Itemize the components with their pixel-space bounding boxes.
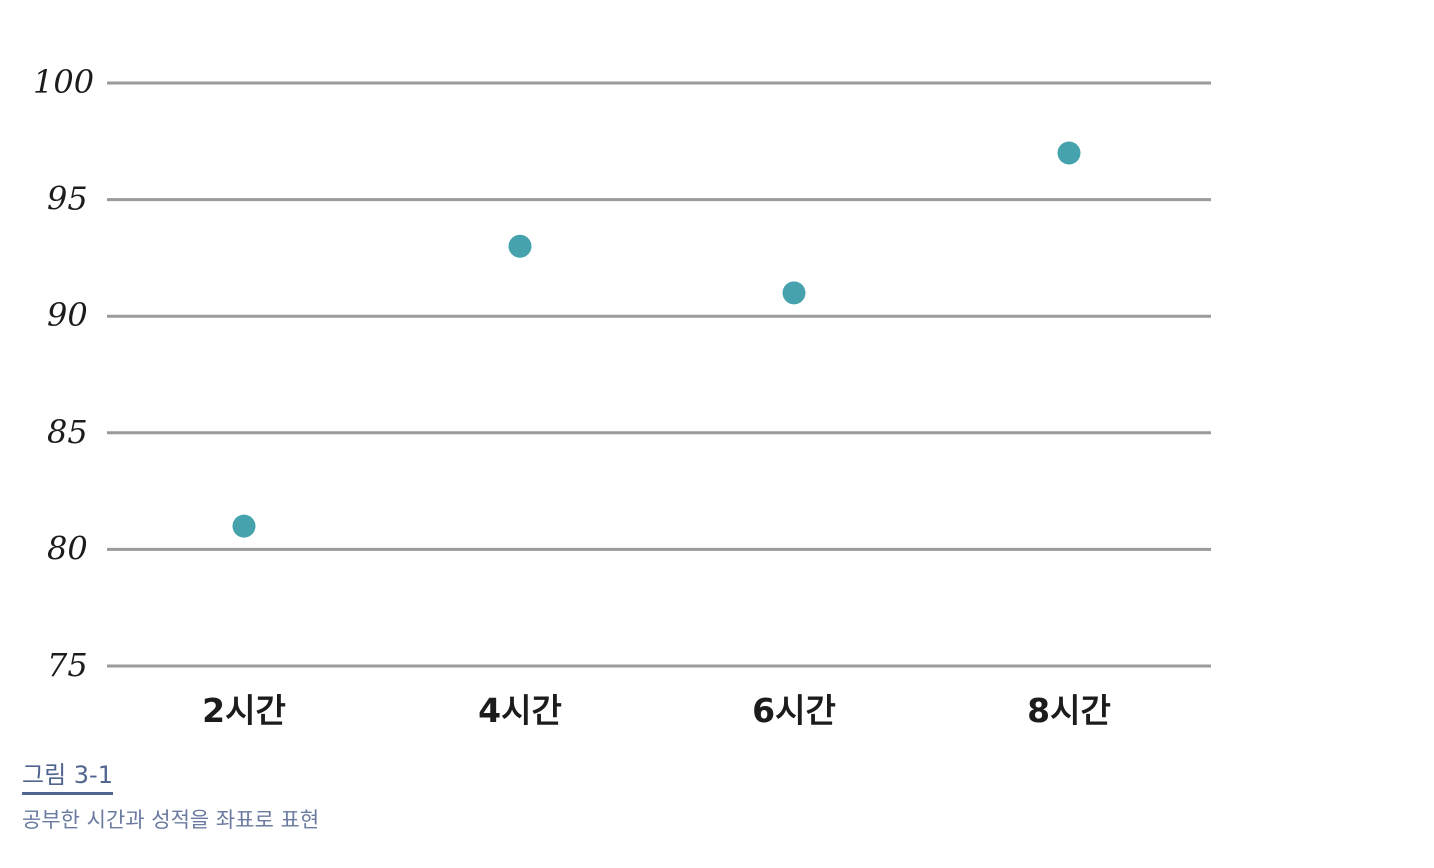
figure-title: 그림 3-1 [22,760,113,795]
y-tick-label: 85 [47,413,88,451]
y-tick-label: 90 [47,296,88,334]
scatter-chart: 75 80 85 90 95 100 2시간 4시간 6시간 8시간 [33,63,1211,730]
x-tick-label: 8시간 [1027,691,1111,730]
x-axis-ticks: 2시간 4시간 6시간 8시간 [202,691,1111,730]
data-point [232,514,256,538]
x-tick-label: 2시간 [202,691,286,730]
y-tick-label: 100 [33,63,94,101]
y-tick-label: 80 [47,529,88,567]
gridlines [107,81,1211,668]
x-tick-label: 4시간 [478,691,562,730]
x-tick-label: 6시간 [752,691,836,730]
y-axis-ticks: 75 80 85 90 95 100 [33,63,94,684]
y-tick-label: 75 [47,646,88,684]
data-point [782,281,806,305]
y-tick-label: 95 [47,180,88,218]
figure-caption: 공부한 시간과 성적을 좌표로 표현 [22,808,320,832]
data-point [1057,141,1081,165]
data-point [508,234,532,258]
data-points [232,141,1081,538]
